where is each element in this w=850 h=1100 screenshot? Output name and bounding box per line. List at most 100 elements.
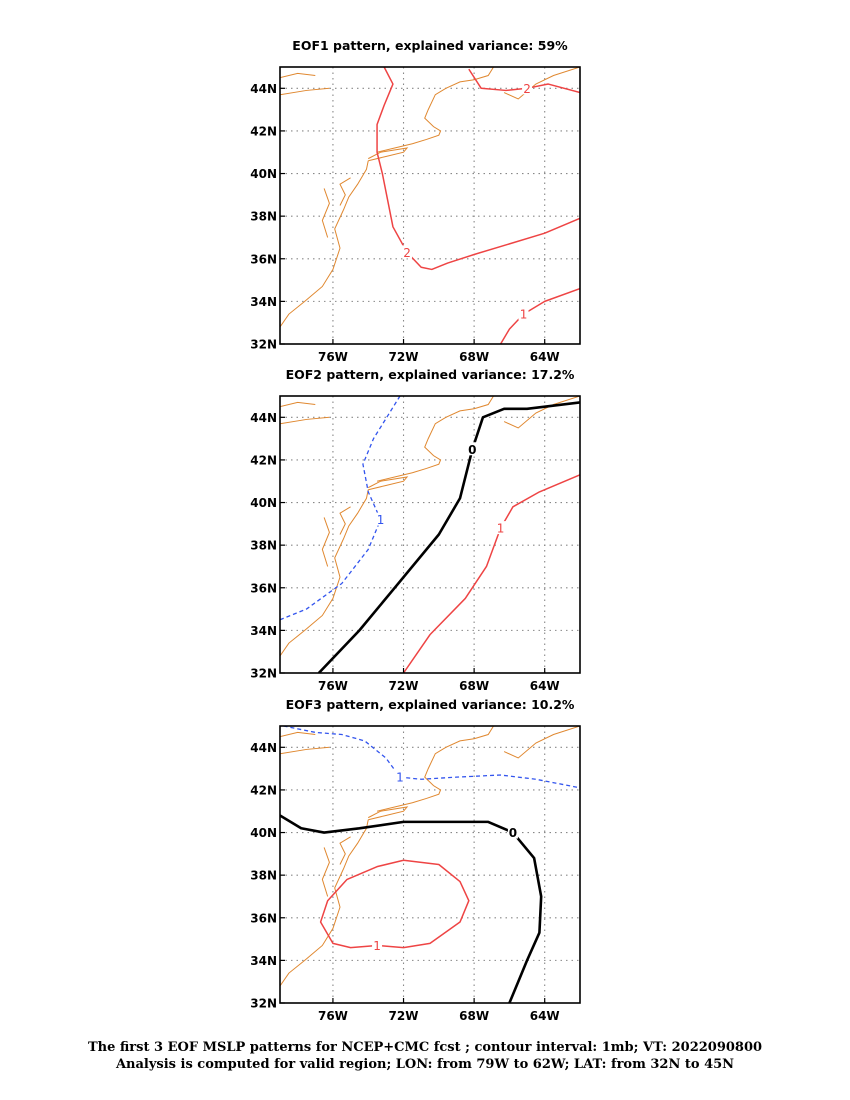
- y-tick-label: 44N: [250, 741, 277, 755]
- x-tick-label: 72W: [389, 350, 419, 364]
- y-tick-label: 42N: [250, 124, 277, 138]
- contour-line: [319, 859, 470, 949]
- coastline-segment: [280, 489, 369, 657]
- contour-label: 1: [497, 522, 505, 536]
- coastline-segment: [339, 836, 351, 865]
- coastline-segment: [368, 806, 409, 821]
- y-tick-label: 38N: [250, 539, 277, 553]
- caption-line-1: The first 3 EOF MSLP patterns for NCEP+C…: [87, 1040, 763, 1055]
- x-tick-label: 72W: [389, 679, 419, 693]
- coastline-segment: [368, 476, 409, 491]
- coastline-segment: [339, 177, 351, 206]
- y-tick-label: 40N: [250, 496, 277, 510]
- coastline: [280, 726, 580, 987]
- y-tick-label: 36N: [250, 911, 277, 925]
- coastline-segment: [509, 726, 512, 727]
- eof-panel-2: EOF2 pattern, explained variance: 17.2% 1…: [250, 367, 581, 693]
- contour-line: [280, 814, 543, 1003]
- coastline-segment: [280, 746, 330, 755]
- coastline-segment: [280, 819, 369, 987]
- panel-title: EOF3 pattern, explained variance: 10.2%: [286, 697, 575, 712]
- coastline-segment: [509, 396, 512, 397]
- contour-line: [468, 68, 580, 94]
- contour-label: 0: [468, 443, 476, 457]
- y-tick-label: 40N: [250, 167, 277, 181]
- y-tick-label: 34N: [250, 295, 277, 309]
- panel-frame: [279, 395, 581, 674]
- y-tick-label: 34N: [250, 954, 277, 968]
- panel-title: EOF2 pattern, explained variance: 17.2%: [286, 367, 575, 382]
- coastline-segment: [339, 506, 351, 535]
- x-tick-label: 72W: [389, 1009, 419, 1023]
- contour-line: [283, 726, 580, 789]
- contour-label-bg: [395, 770, 405, 784]
- contour-label: 2: [403, 246, 411, 260]
- eof-panel-3: EOF3 pattern, explained variance: 10.2% 1…: [250, 697, 581, 1023]
- contour-label: 1: [520, 308, 528, 322]
- coastline-segment: [280, 731, 316, 738]
- contour-line: [402, 474, 580, 673]
- coastline-segment: [321, 188, 330, 238]
- y-tick-label: 38N: [250, 869, 277, 883]
- contour-line: [376, 67, 580, 271]
- contour-label-bg: [372, 938, 383, 952]
- x-tick-label: 68W: [459, 350, 489, 364]
- x-tick-label: 68W: [459, 1009, 489, 1023]
- panel-title: EOF1 pattern, explained variance: 59%: [292, 38, 568, 53]
- x-tick-label: 76W: [318, 350, 348, 364]
- x-tick-label: 76W: [318, 679, 348, 693]
- coastline-segment: [376, 67, 494, 153]
- contour-label-bg: [518, 307, 529, 321]
- coastline: [280, 396, 580, 657]
- y-tick-label: 40N: [250, 826, 277, 840]
- y-tick-label: 42N: [250, 783, 277, 797]
- contour-label-bg: [402, 245, 413, 259]
- coastline-segment: [280, 160, 369, 328]
- contour-label-bg: [495, 521, 506, 535]
- coastline-segment: [376, 396, 494, 482]
- y-tick-label: 34N: [250, 624, 277, 638]
- coastline-segment: [509, 67, 512, 68]
- coastline-segment: [503, 396, 580, 429]
- coastline-segment: [280, 72, 316, 79]
- y-tick-label: 36N: [250, 252, 277, 266]
- x-tick-label: 76W: [318, 1009, 348, 1023]
- coastline-segment: [280, 87, 330, 96]
- x-tick-label: 64W: [530, 1009, 560, 1023]
- coastline-segment: [376, 726, 494, 812]
- contour-label: 2: [523, 82, 531, 96]
- coastline-segment: [280, 416, 330, 425]
- contour-label: 1: [373, 939, 381, 953]
- contour-line: [317, 401, 580, 673]
- x-tick-label: 68W: [459, 679, 489, 693]
- y-tick-label: 36N: [250, 581, 277, 595]
- caption-line-2: Analysis is computed for valid region; L…: [115, 1057, 735, 1072]
- coastline-segment: [321, 517, 330, 567]
- y-tick-label: 44N: [250, 411, 277, 425]
- contour-label-bg: [467, 442, 478, 456]
- y-tick-label: 42N: [250, 453, 277, 467]
- panel-frame: [279, 725, 581, 1004]
- coastline-segment: [321, 847, 330, 897]
- contour-label: 1: [377, 513, 385, 527]
- x-tick-label: 64W: [530, 350, 560, 364]
- coastline-segment: [503, 67, 580, 100]
- contour-label-bg: [522, 81, 533, 95]
- y-tick-label: 32N: [250, 338, 277, 352]
- contour-label-bg: [375, 512, 386, 526]
- contour-label-bg: [507, 825, 518, 839]
- contour-label: 0: [509, 826, 517, 840]
- coastline-segment: [503, 726, 580, 759]
- contour-label: 1: [396, 771, 404, 785]
- y-tick-label: 32N: [250, 667, 277, 681]
- coastline-segment: [368, 147, 409, 162]
- y-tick-label: 44N: [250, 82, 277, 96]
- coastline: [280, 67, 580, 328]
- contour-line: [280, 396, 401, 621]
- y-tick-label: 38N: [250, 210, 277, 224]
- eof-panel-1: EOF1 pattern, explained variance: 59% 2 2 1…: [250, 38, 581, 364]
- contour-line: [499, 287, 580, 344]
- coastline-segment: [280, 401, 316, 408]
- x-tick-label: 64W: [530, 679, 560, 693]
